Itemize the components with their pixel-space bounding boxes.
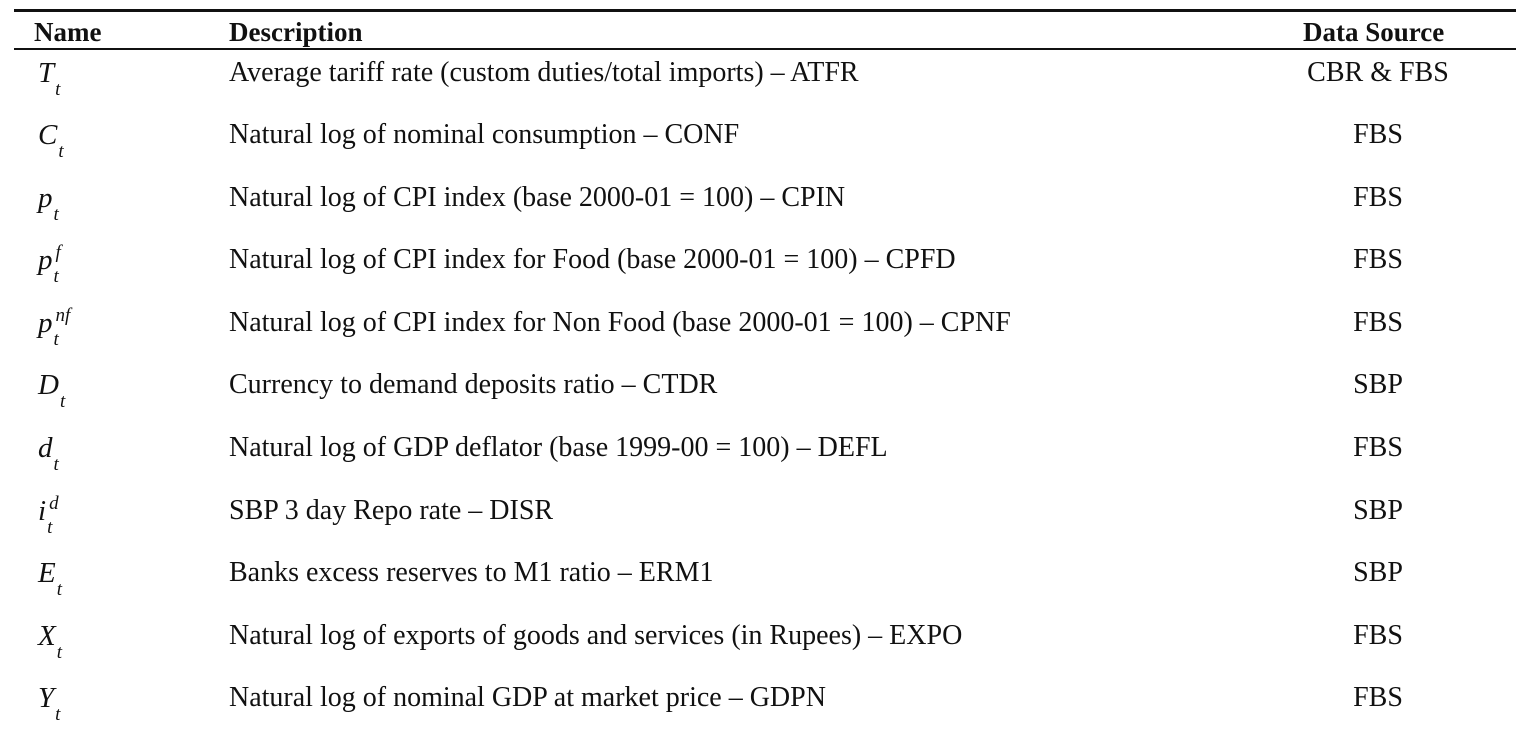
variable-data-source: FBS — [1353, 119, 1403, 151]
symbol-subscript: t — [53, 328, 59, 350]
symbol-subscript: t — [53, 454, 59, 476]
variable-data-source: CBR & FBS — [1307, 56, 1449, 88]
header-name: Name — [34, 17, 102, 47]
symbol-superscript: d — [49, 492, 59, 514]
variable-data-source: FBS — [1353, 619, 1403, 651]
table-row: d t Natural log of GDP deflator (base 1999… — [14, 425, 1516, 488]
table-top-rule — [14, 9, 1516, 12]
table-row: p t Natural log of CPI index (base 2000-01… — [14, 175, 1516, 238]
symbol-subscript: t — [55, 78, 61, 100]
variable-description: Natural log of CPI index (base 2000-01 =… — [229, 181, 846, 213]
symbol-superscript: nf — [55, 304, 71, 326]
variable-data-source: FBS — [1353, 244, 1403, 276]
variable-description: SBP 3 day Repo rate – DISR — [229, 494, 554, 526]
symbol-subscript: t — [56, 579, 62, 601]
symbol-subscript: t — [53, 266, 59, 288]
variable-description: Currency to demand deposits ratio – CTDR — [229, 369, 718, 401]
variable-data-source: FBS — [1353, 306, 1403, 338]
symbol-subscript: t — [47, 516, 53, 538]
symbol-subscript: t — [55, 704, 61, 726]
header-data-source: Data Source — [1303, 17, 1445, 47]
variable-data-source: SBP — [1353, 369, 1403, 401]
table-row: i t d SBP 3 day Repo rate – DISR SBP — [14, 488, 1516, 551]
table-header-row: Name Description Data Source — [14, 12, 1516, 48]
header-rule — [14, 48, 1516, 50]
variable-description: Natural log of GDP deflator (base 1999-0… — [229, 432, 888, 464]
variable-data-source: FBS — [1353, 682, 1403, 714]
variable-description: Natural log of nominal GDP at market pri… — [229, 682, 826, 714]
symbol-subscript: t — [59, 391, 66, 413]
variable-description: Natural log of exports of goods and serv… — [229, 619, 963, 651]
symbol-subscript: t — [56, 641, 62, 663]
symbol-superscript: f — [55, 242, 61, 264]
symbol-subscript: t — [58, 141, 64, 163]
variable-data-source: SBP — [1353, 557, 1403, 589]
variable-data-source: FBS — [1353, 432, 1403, 464]
variable-data-source: FBS — [1353, 181, 1403, 213]
variable-description: Average tariff rate (custom duties/total… — [229, 56, 859, 88]
variable-description: Natural log of CPI index for Non Food (b… — [229, 306, 1011, 338]
header-description: Description — [229, 17, 363, 47]
symbol-base: p t nf — [38, 305, 70, 350]
variable-data-source: SBP — [1353, 494, 1403, 526]
variable-symbol: p t nf — [38, 305, 70, 350]
table-row: p t nf Natural log of CPI index for Non Foo… — [14, 300, 1516, 363]
variable-description: Banks excess reserves to M1 ratio – ERM1 — [229, 557, 714, 589]
variable-description: Natural log of nominal consumption – CON… — [229, 119, 740, 151]
table-row: p t f Natural log of CPI index for Food (ba… — [14, 237, 1516, 300]
symbol-subscript: t — [53, 203, 59, 225]
variable-description: Natural log of CPI index for Food (base … — [229, 244, 956, 276]
